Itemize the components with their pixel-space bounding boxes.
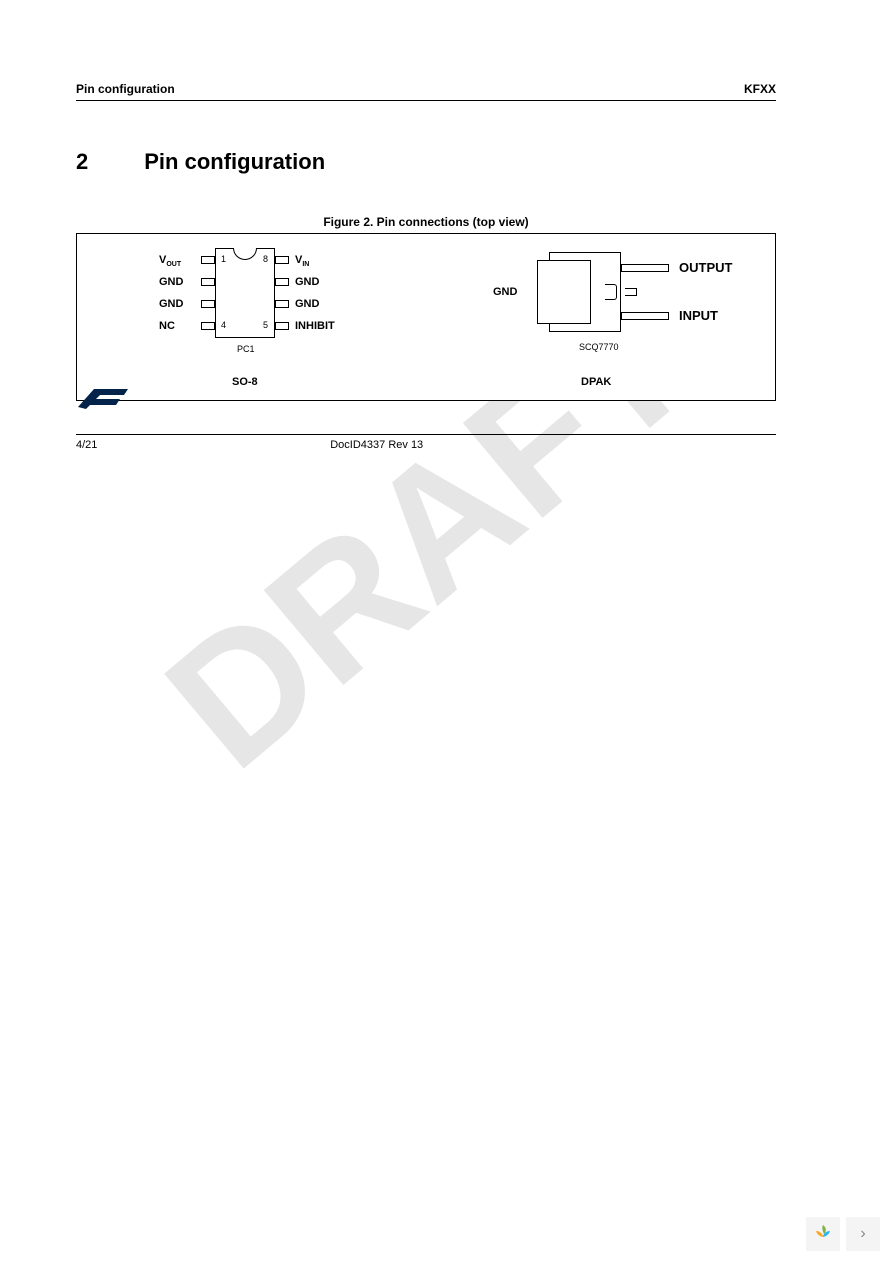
figure-caption: Figure 2. Pin connections (top view) [76,215,776,229]
so8-num-4: 4 [221,320,226,330]
so8-label-3: GND [159,298,183,310]
dpak-center-stub [625,288,637,296]
so8-num-1: 1 [221,254,226,264]
so8-pin-4 [201,322,215,330]
so8-label-7: GND [295,276,319,288]
so8-pin-3 [201,300,215,308]
figure-box: VOUT GND GND NC VIN GND GND INHIBIT 1 4 … [76,233,776,401]
st-logo [76,385,130,413]
so8-pin-8 [275,256,289,264]
so8-pin-5 [275,322,289,330]
footer-docid: DocID4337 Rev 13 [330,439,423,451]
chevron-right-icon: › [860,1225,865,1243]
so8-label-5: INHIBIT [295,320,335,332]
yii-icon [812,1223,834,1245]
so8-name: SO-8 [232,376,258,388]
so8-label-6: GND [295,298,319,310]
dpak-name: DPAK [581,376,611,388]
viewer-logo-icon[interactable] [806,1217,840,1251]
so8-num-5: 5 [263,320,268,330]
so8-ref: PC1 [237,344,255,354]
dpak-label-gnd: GND [493,286,517,298]
page-footer: 4/21 DocID4337 Rev 13 [76,434,776,451]
footer-page: 4/21 [76,439,97,451]
header-doc-code: KFXX [744,82,776,96]
section-number: 2 [76,149,88,175]
so8-label-1: VOUT [159,254,181,268]
viewer-controls: › [806,1217,880,1251]
section-heading: 2 Pin configuration [76,149,776,175]
so8-pin-1 [201,256,215,264]
dpak-ref: SCQ7770 [579,342,619,352]
dpak-body [537,260,591,324]
so8-label-8: VIN [295,254,309,268]
dpak-label-output: OUTPUT [679,260,732,275]
dpak-label-input: INPUT [679,308,718,323]
header-section: Pin configuration [76,82,175,96]
so8-pin-2 [201,278,215,286]
so8-pin-7 [275,278,289,286]
page-content: DRAFT Pin configuration KFXX 2 Pin confi… [76,82,776,1162]
so8-label-4: NC [159,320,175,332]
section-title: Pin configuration [144,149,325,175]
dpak-lead-out [621,264,669,272]
dpak-hole [605,284,617,300]
dpak-lead-in [621,312,669,320]
viewer-next-button[interactable]: › [846,1217,880,1251]
so8-num-8: 8 [263,254,268,264]
page-header: Pin configuration KFXX [76,82,776,101]
so8-label-2: GND [159,276,183,288]
so8-pin-6 [275,300,289,308]
